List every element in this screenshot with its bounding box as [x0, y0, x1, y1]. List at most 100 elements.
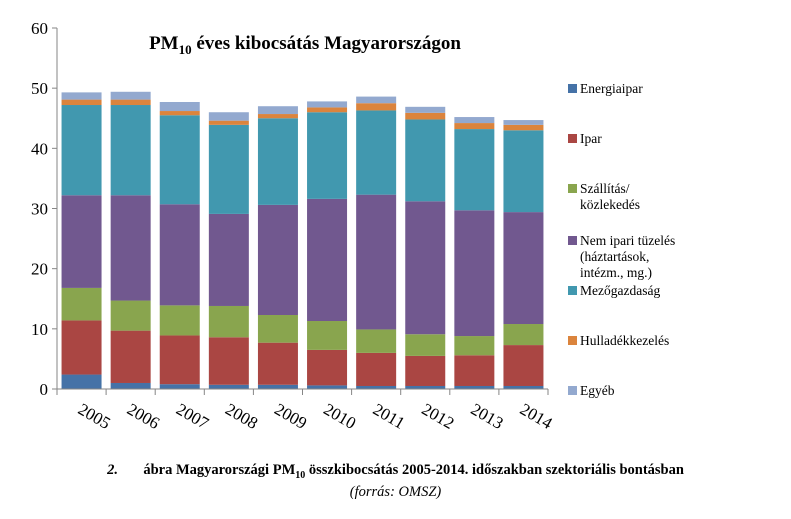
legend-label: Szállítás/közlekedés — [580, 181, 640, 212]
legend-swatch — [568, 386, 577, 395]
bar-segment — [503, 120, 544, 125]
legend-label: Energiaipar — [580, 81, 643, 96]
bar-segment — [307, 112, 348, 199]
bar-segment — [61, 287, 102, 321]
legend-swatch — [568, 84, 577, 93]
y-tick-label: 0 — [40, 380, 49, 399]
bar-segment — [257, 114, 298, 119]
bar-segment — [356, 194, 397, 330]
bar-segment — [208, 305, 249, 338]
bar-segment — [159, 115, 200, 205]
stacked-bar-chart: PM10 éves kibocsátás Magyarországon 0102… — [31, 19, 675, 434]
bar-segment — [257, 314, 298, 343]
bar-segment — [454, 210, 495, 337]
bar-segment — [503, 324, 544, 346]
bar-segment — [356, 385, 397, 389]
bar-segment — [61, 99, 102, 106]
y-axis: 0 10 20 30 40 50 60 — [31, 19, 58, 399]
bar-segment — [503, 212, 544, 325]
bar-segment — [307, 321, 348, 350]
bar-segment — [61, 320, 102, 375]
bar-segment — [307, 385, 348, 389]
bar-segment — [159, 102, 200, 112]
bar-segment — [257, 384, 298, 389]
bar-segment — [159, 204, 200, 306]
legend-swatch — [568, 236, 577, 245]
y-tick-label: 20 — [31, 260, 48, 279]
bar-segment — [454, 123, 495, 130]
bar-segment — [208, 337, 249, 385]
bar-segment — [503, 124, 544, 131]
y-tick-label: 30 — [31, 200, 48, 219]
legend-swatch — [568, 184, 577, 193]
y-tick-label: 40 — [31, 139, 48, 158]
bar-segment — [356, 329, 397, 353]
caption-text-rest: összkibocsátás 2005-2014. időszakban sze… — [305, 462, 684, 478]
legend-label: Egyéb — [580, 383, 615, 398]
bar-segment — [208, 124, 249, 214]
caption-source: (forrás: OMSZ) — [349, 484, 442, 500]
bar-segment — [208, 213, 249, 306]
chart-title-rest: éves kibocsátás Magyarországon — [192, 33, 462, 54]
bar-segment — [405, 201, 446, 335]
bar-segment — [159, 335, 200, 385]
legend-swatch — [568, 134, 577, 143]
bar-segment — [405, 385, 446, 389]
y-tick-label: 60 — [31, 19, 48, 38]
bar-segment — [159, 384, 200, 389]
bar-segment — [208, 120, 249, 125]
bar-segment — [356, 96, 397, 104]
y-tick-label: 50 — [31, 79, 48, 98]
legend: Energiaipar Ipar Szállítás/közlekedés Nem i… — [568, 81, 675, 398]
bar-segment — [110, 330, 151, 383]
x-tick-label: 2009 — [271, 400, 310, 433]
bar-segment — [454, 336, 495, 356]
legend-label: Mezőgazdaság — [580, 283, 660, 298]
bar-segment — [159, 305, 200, 336]
legend-label: Nem ipari tüzelés (háztartások, intézm., m… — [580, 233, 675, 280]
bar-segment — [405, 355, 446, 386]
bar-segment — [454, 129, 495, 211]
bar-segment — [110, 105, 151, 196]
bar-segment — [454, 355, 495, 386]
x-tick-label: 2007 — [173, 400, 212, 434]
bar-segment — [503, 385, 544, 389]
figure-caption: 2. ábra Magyarországi PM10 összkibocsátá… — [0, 462, 791, 481]
bar-segment — [356, 110, 397, 195]
bar-segment — [454, 117, 495, 124]
x-tick-label: 2012 — [419, 400, 458, 433]
legend-label: Ipar — [580, 131, 602, 146]
bar-segment — [405, 334, 446, 356]
bar-segment — [61, 374, 102, 389]
x-tick-label: 2005 — [75, 400, 114, 433]
bar-segment — [61, 92, 102, 100]
bar-segment — [307, 198, 348, 322]
bar-segment — [110, 300, 151, 331]
legend-swatch — [568, 336, 577, 345]
bar-segment — [454, 385, 495, 389]
bars — [61, 91, 544, 389]
bar-segment — [257, 118, 298, 205]
bar-segment — [503, 345, 544, 386]
bar-segment — [307, 349, 348, 386]
bar-segment — [208, 112, 249, 121]
bar-segment — [307, 101, 348, 108]
bar-segment — [405, 112, 446, 120]
bar-segment — [405, 119, 446, 202]
bar-segment — [61, 105, 102, 196]
x-tick-label: 2011 — [370, 400, 408, 433]
caption-text: ábra Magyarországi PM — [143, 462, 296, 478]
legend-swatch — [568, 286, 577, 295]
bar-segment — [257, 204, 298, 315]
bar-segment — [61, 195, 102, 288]
bar-segment — [257, 342, 298, 385]
y-tick-label: 10 — [31, 320, 48, 339]
x-tick-label: 2010 — [320, 400, 359, 433]
bar-segment — [110, 91, 151, 100]
bar-segment — [356, 103, 397, 111]
x-tick-label: 2013 — [468, 400, 507, 433]
x-axis: 2005 2006 2007 2008 2009 2010 2011 2012 2013 2014 — [56, 388, 556, 434]
caption-subscript: 10 — [295, 469, 306, 481]
bar-segment — [503, 130, 544, 213]
bar-segment — [110, 195, 151, 301]
